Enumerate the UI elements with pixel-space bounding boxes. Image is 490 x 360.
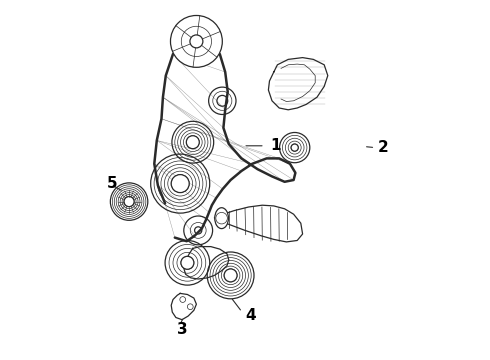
Polygon shape [215, 205, 303, 242]
Text: 4: 4 [245, 307, 256, 323]
Polygon shape [269, 58, 328, 110]
Circle shape [187, 304, 193, 310]
Text: 2: 2 [378, 140, 389, 155]
Polygon shape [184, 247, 229, 279]
Ellipse shape [215, 208, 228, 229]
Text: 5: 5 [106, 176, 117, 191]
Text: 3: 3 [176, 322, 187, 337]
Circle shape [181, 256, 194, 269]
Circle shape [180, 297, 186, 302]
Circle shape [216, 212, 227, 224]
Polygon shape [171, 293, 196, 320]
Circle shape [186, 136, 199, 149]
Circle shape [124, 197, 134, 207]
Circle shape [171, 15, 222, 67]
Text: 1: 1 [270, 138, 281, 153]
Circle shape [171, 175, 189, 193]
Circle shape [291, 144, 298, 151]
Circle shape [224, 269, 237, 282]
Circle shape [190, 35, 203, 48]
